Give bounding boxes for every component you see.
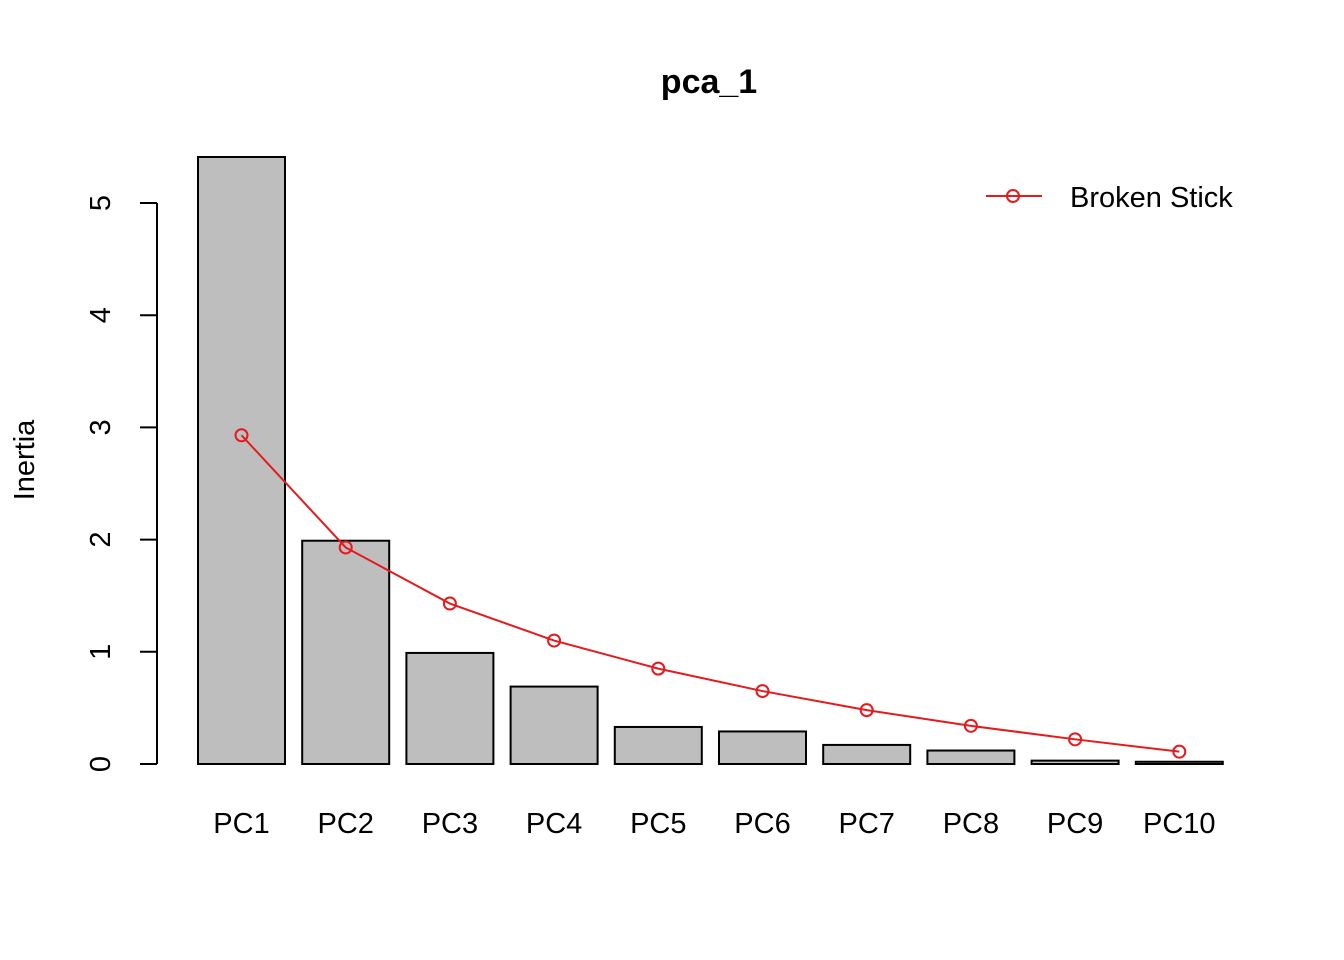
- bar-pc6: [718, 730, 807, 765]
- legend-marker: [1006, 189, 1020, 203]
- broken-stick-series: [234, 428, 1187, 759]
- x-tick-label-pc6: PC6: [734, 808, 790, 840]
- bar-pc5: [613, 725, 703, 765]
- bars: [197, 155, 1224, 766]
- y-axis: 0 1 2 3 4 5: [85, 195, 158, 772]
- bar-pc8: [926, 749, 1016, 766]
- y-tick-label: 2: [85, 532, 117, 548]
- broken-stick-point-pc6: [755, 684, 770, 699]
- y-tick-label: 0: [85, 756, 117, 772]
- broken-stick-point-pc10: [1172, 744, 1187, 759]
- bar-pc7: [822, 743, 912, 766]
- broken-stick-point-pc5: [651, 661, 666, 676]
- broken-stick-line: [240, 434, 1180, 753]
- x-tick-label-pc10: PC10: [1143, 808, 1216, 840]
- y-axis-label: Inertia: [9, 419, 41, 500]
- legend-label: Broken Stick: [1070, 182, 1233, 214]
- bar-pc10: [1134, 760, 1224, 765]
- broken-stick-point-pc8: [963, 718, 978, 733]
- y-tick-label: 5: [85, 195, 117, 211]
- bar-pc4: [509, 685, 599, 765]
- x-tick-label-pc2: PC2: [317, 808, 373, 840]
- legend: Broken Stick: [986, 182, 1233, 214]
- y-tick-label: 4: [85, 307, 117, 323]
- broken-stick-point-pc2: [338, 540, 353, 555]
- broken-stick-point-pc1: [234, 428, 249, 443]
- x-tick-labels: PC1 PC2 PC3 PC4 PC5 PC6 PC7 PC8 PC9 PC10: [213, 808, 1215, 840]
- y-tick-label: 3: [85, 419, 117, 435]
- bar-pc3: [405, 651, 495, 765]
- x-tick-label-pc9: PC9: [1047, 808, 1103, 840]
- x-tick-label-pc1: PC1: [213, 808, 269, 840]
- broken-stick-point-pc9: [1068, 732, 1083, 747]
- x-tick-label-pc3: PC3: [422, 808, 478, 840]
- x-tick-label-pc5: PC5: [630, 808, 686, 840]
- chart-title: pca_1: [661, 63, 757, 101]
- bar-pc9: [1030, 759, 1120, 765]
- x-tick-label-pc4: PC4: [526, 808, 582, 840]
- x-tick-label-pc8: PC8: [943, 808, 999, 840]
- broken-stick-point-pc7: [859, 703, 874, 718]
- x-tick-label-pc7: PC7: [838, 808, 894, 840]
- broken-stick-point-pc4: [547, 633, 562, 648]
- broken-stick-point-pc3: [442, 596, 457, 611]
- bar-pc1: [197, 155, 286, 766]
- y-tick-label: 1: [85, 644, 117, 660]
- bar-pc2: [301, 539, 391, 765]
